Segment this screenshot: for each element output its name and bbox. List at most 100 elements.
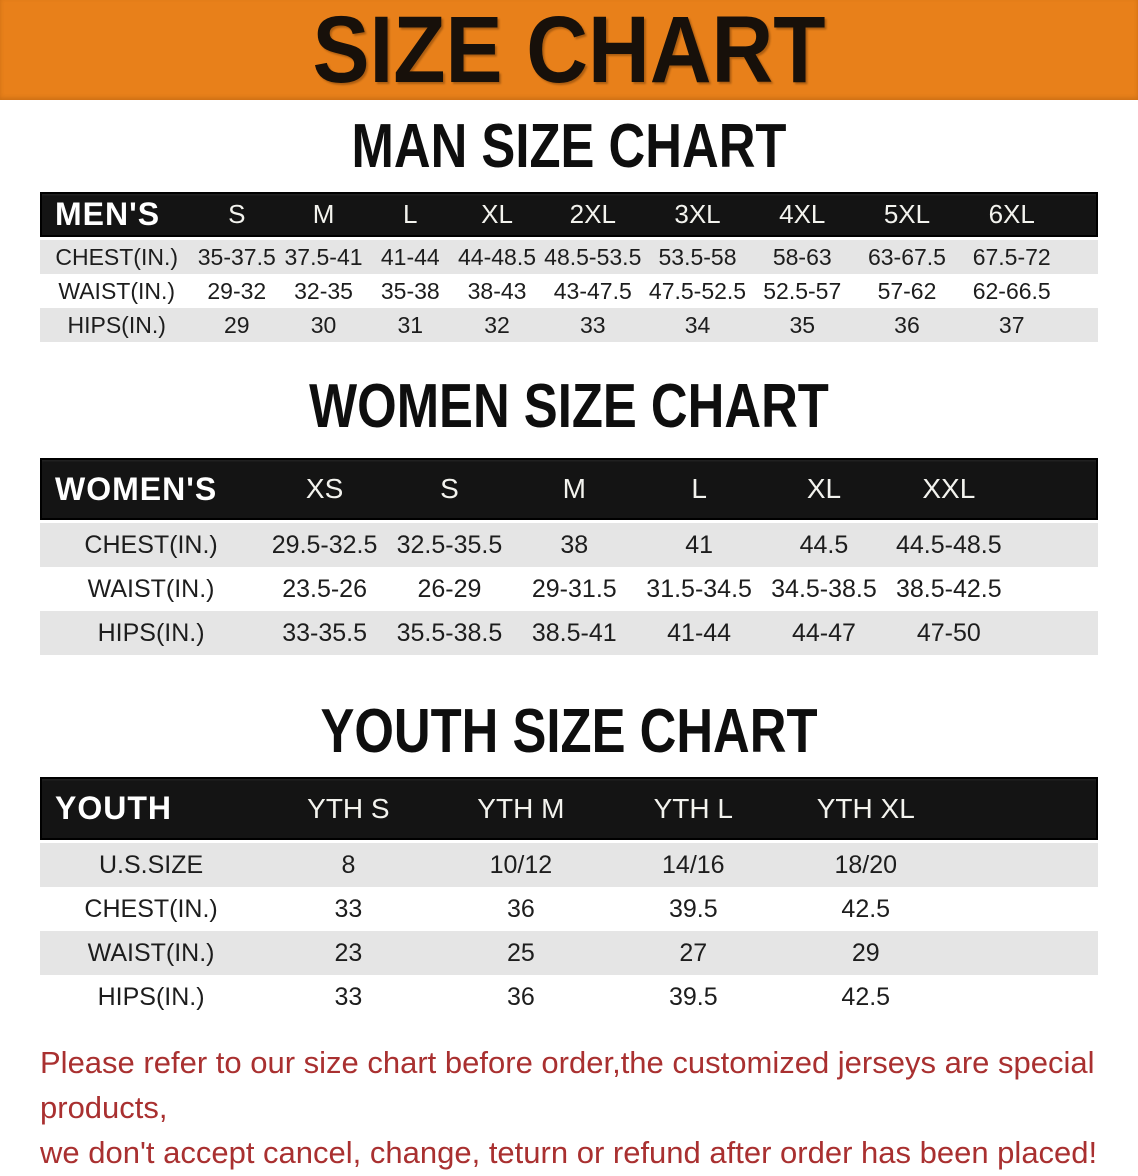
size-cell: 44-47 [791,618,856,647]
size-cell: 35 [789,311,816,338]
size-cell: 36 [506,894,535,923]
row-label: CHEST(IN.) [84,894,218,923]
column-header-xxl: XXL [922,473,976,504]
size-cell: 32.5-35.5 [396,530,503,559]
size-cell: 47-50 [916,618,981,647]
size-cell: 29-32 [207,277,267,304]
row-label: HIPS(IN.) [97,618,205,647]
size-cell: 35.5-38.5 [396,618,503,647]
size-cell: 44-48.5 [458,243,537,270]
men-table-title: MEN'S [55,196,161,232]
size-cell: 44.5 [799,530,849,559]
disclaimer-line-2: we don't accept cancel, change, teturn o… [40,1134,1098,1170]
man-size-chart-heading: MAN SIZE CHART [351,112,787,181]
size-cell: 36 [894,311,920,338]
row-label: WAIST(IN.) [87,938,215,967]
size-cell: 41 [685,530,714,559]
men-size-table: MEN'S S M L XL 2XL 3XL 4XL 5XL 6XL CHEST… [40,192,1098,342]
women-hips-row: HIPS(IN.) 33-35.5 35.5-38.5 38.5-41 41-4… [40,611,1098,655]
size-cell: 58-63 [772,243,832,270]
size-cell: 32 [484,311,510,338]
size-cell: 42.5 [841,894,891,923]
size-cell: 29.5-32.5 [271,530,378,559]
size-chart-banner: SIZE CHART [0,0,1138,100]
women-waist-row: WAIST(IN.) 23.5-26 26-29 29-31.5 31.5-34… [40,567,1098,611]
youth-hips-row: HIPS(IN.) 33 36 39.5 42.5 [40,975,1098,1019]
size-cell: 52.5-57 [763,277,842,304]
size-cell: 38.5-41 [531,618,617,647]
size-cell: 42.5 [841,982,891,1011]
size-cell: 30 [310,311,337,338]
size-cell: 38.5-42.5 [895,574,1002,603]
youth-waist-row: WAIST(IN.) 23 25 27 29 [40,931,1098,975]
size-cell: 29 [851,938,880,967]
column-header-yth-s: YTH S [307,792,390,824]
row-label: CHEST(IN.) [55,243,179,270]
youth-ussize-row: U.S.SIZE 8 10/12 14/16 18/20 [40,843,1098,887]
size-cell: 27 [679,938,708,967]
size-cell: 34.5-38.5 [771,574,877,603]
row-label: HIPS(IN.) [67,311,166,338]
size-cell: 25 [506,938,535,967]
column-header-2xl: 2XL [569,199,616,229]
size-cell: 10/12 [489,850,553,879]
column-header-3xl: 3XL [674,199,721,229]
column-header-xl: XL [806,473,842,504]
men-waist-row: WAIST(IN.) 29-32 32-35 35-38 38-43 43-47… [40,274,1098,308]
size-cell: 23 [334,938,363,967]
size-cell: 36 [506,982,535,1011]
column-header-xs: XS [305,473,344,504]
youth-table-header-row: YOUTH YTH S YTH M YTH L YTH XL [40,777,1098,840]
disclaimer-line-1: Please refer to our size chart before or… [40,1045,1095,1125]
column-header-m: M [312,199,335,229]
column-header-6xl: 6XL [988,199,1035,229]
size-cell: 47.5-52.5 [648,277,747,304]
column-header-yth-m: YTH M [477,792,565,824]
column-header-l: L [691,473,707,504]
size-cell: 37.5-41 [284,243,363,270]
women-table-header-row: WOMEN'S XS S M L XL XXL [40,458,1098,520]
size-cell: 38 [560,530,589,559]
size-cell: 18/20 [834,850,898,879]
row-label: U.S.SIZE [98,850,204,879]
size-cell: 41-44 [667,618,732,647]
size-cell: 38-43 [467,277,527,304]
column-header-yth-l: YTH L [653,792,733,824]
size-cell: 31.5-34.5 [646,574,752,603]
size-cell: 39.5 [668,982,718,1011]
size-cell: 23.5-26 [282,574,367,603]
row-label: CHEST(IN.) [84,530,218,559]
column-header-s: S [228,199,246,229]
row-label: WAIST(IN.) [58,277,176,304]
women-table-title: WOMEN'S [55,470,218,507]
column-header-s: S [440,473,459,504]
women-size-table: WOMEN'S XS S M L XL XXL CHEST(IN.) 29.5-… [40,458,1098,655]
size-cell: 63-67.5 [867,243,946,270]
size-cell: 33-35.5 [282,618,367,647]
column-header-yth-xl: YTH XL [816,792,915,824]
size-cell: 33 [334,982,363,1011]
size-cell: 32-35 [294,277,353,304]
size-cell: 35-37.5 [197,243,276,270]
size-cell: 33 [334,894,363,923]
men-hips-row: HIPS(IN.) 29 30 31 32 33 34 35 36 37 [40,308,1098,342]
size-cell: 26-29 [417,574,482,603]
column-header-4xl: 4XL [779,199,826,229]
size-cell: 29-31.5 [531,574,617,603]
column-header-m: M [562,473,586,504]
size-cell: 39.5 [668,894,718,923]
disclaimer-note: Please refer to our size chart before or… [40,1041,1098,1176]
size-cell: 43-47.5 [553,277,632,304]
women-size-chart-heading: WOMEN SIZE CHART [309,372,829,441]
men-chest-row: CHEST(IN.) 35-37.5 37.5-41 41-44 44-48.5… [40,240,1098,274]
size-cell: 35-38 [380,277,440,304]
size-cell: 34 [684,311,711,338]
column-header-l: L [403,199,418,229]
column-header-5xl: 5XL [883,199,931,229]
size-cell: 8 [341,850,356,879]
size-cell: 48.5-53.5 [544,243,642,270]
size-cell: 31 [397,311,424,338]
youth-size-table: YOUTH YTH S YTH M YTH L YTH XL U.S.SIZE … [40,777,1098,1019]
size-cell: 67.5-72 [972,243,1051,270]
column-header-xl: XL [481,199,513,229]
